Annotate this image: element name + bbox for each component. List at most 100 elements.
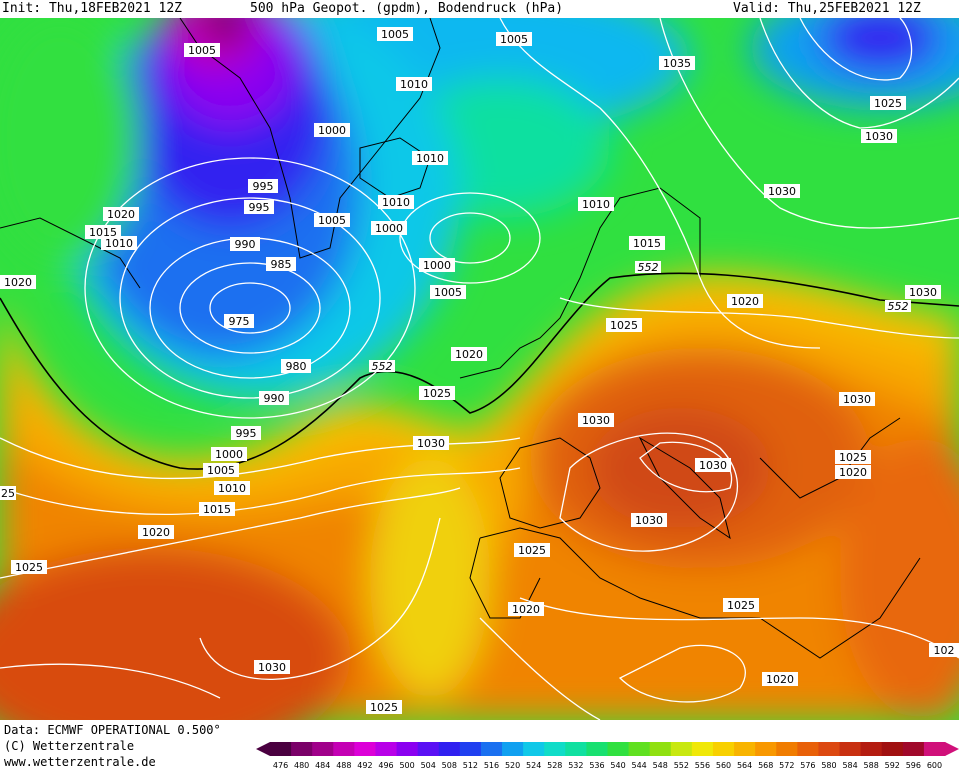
scale-swatch	[776, 742, 798, 756]
svg-text:1030: 1030	[699, 459, 727, 472]
svg-text:25: 25	[1, 487, 15, 500]
svg-text:1005: 1005	[434, 286, 462, 299]
svg-text:1000: 1000	[318, 124, 346, 137]
valid-time: Valid: Thu,25FEB2021 12Z	[733, 1, 921, 16]
svg-text:1025: 1025	[15, 561, 43, 574]
weather-map: 1005 1005 1005 1035 1010 1000 1010 995 9…	[0, 18, 959, 720]
scale-swatch	[375, 742, 398, 756]
pressure-label: 1015	[85, 225, 121, 239]
scale-tick-label: 480	[294, 761, 309, 770]
geopotential-label: 552	[369, 360, 395, 373]
svg-text:1005: 1005	[188, 44, 216, 57]
svg-text:995: 995	[249, 201, 270, 214]
svg-text:995: 995	[236, 427, 257, 440]
pressure-label: 1025	[606, 318, 642, 332]
scale-tick-label: 532	[568, 761, 583, 770]
svg-text:1000: 1000	[423, 259, 451, 272]
pressure-label: 985	[266, 257, 296, 271]
scale-swatch	[818, 742, 841, 756]
pressure-label: 1030	[839, 392, 875, 406]
scale-tick-label: 592	[885, 761, 900, 770]
svg-text:1020: 1020	[839, 466, 867, 479]
scale-swatch	[628, 742, 651, 756]
pressure-label: 1010	[214, 481, 250, 495]
geopotential-label: 552	[635, 261, 661, 274]
svg-text:1010: 1010	[416, 152, 444, 165]
pressure-label: 1030	[861, 129, 897, 143]
pressure-label: 1025	[419, 386, 455, 400]
scale-tick-label: 552	[674, 761, 689, 770]
scale-swatch	[712, 742, 735, 756]
pressure-label: 1020	[103, 207, 139, 221]
svg-text:1015: 1015	[89, 226, 117, 239]
geopotential-field	[0, 18, 959, 720]
scale-tick-label: 548	[653, 761, 668, 770]
svg-text:1010: 1010	[218, 482, 246, 495]
pressure-label: 1010	[378, 195, 414, 209]
scale-tick-label: 508	[442, 761, 457, 770]
scale-swatch	[354, 742, 376, 756]
scale-tick-label: 484	[315, 761, 330, 770]
header-bar: Init: Thu,18FEB2021 12Z 500 hPa Geopot. …	[0, 0, 959, 18]
scale-arrow-left	[256, 742, 270, 756]
pressure-label: 1010	[578, 197, 614, 211]
isobars	[0, 18, 959, 720]
scale-swatch	[755, 742, 777, 756]
pressure-label: 1020	[727, 294, 763, 308]
svg-text:1010: 1010	[582, 198, 610, 211]
pressure-label: 1025	[514, 543, 550, 557]
pressure-label: 25	[0, 486, 16, 500]
svg-text:975: 975	[229, 315, 250, 328]
scale-swatch	[902, 742, 925, 756]
pressure-label: 1025	[870, 96, 906, 110]
svg-text:552: 552	[638, 261, 659, 274]
svg-text:1030: 1030	[909, 286, 937, 299]
svg-text:1030: 1030	[258, 661, 286, 674]
pressure-label: 1020	[508, 602, 544, 616]
svg-text:1000: 1000	[375, 222, 403, 235]
pressure-label: 1025	[835, 450, 871, 464]
svg-text:1020: 1020	[512, 603, 540, 616]
svg-text:1030: 1030	[582, 414, 610, 427]
scale-swatch	[839, 742, 862, 756]
svg-text:1025: 1025	[610, 319, 638, 332]
pressure-label: 1005	[314, 213, 350, 227]
scale-tick-label: 560	[716, 761, 731, 770]
scale-swatch	[459, 742, 482, 756]
scale-tick-label: 556	[695, 761, 710, 770]
svg-text:1020: 1020	[766, 673, 794, 686]
pressure-label: 1030	[764, 184, 800, 198]
scale-tick-label: 544	[632, 761, 647, 770]
color-scale-legend: 476 480 484 488 492 496 500 504 508 512 516 520 524 5…	[256, 742, 959, 770]
svg-text:1035: 1035	[663, 57, 691, 70]
svg-text:1025: 1025	[370, 701, 398, 714]
copyright: (C) Wetterzentrale	[4, 739, 135, 753]
svg-text:1020: 1020	[4, 276, 32, 289]
svg-text:1030: 1030	[417, 437, 445, 450]
svg-text:1020: 1020	[731, 295, 759, 308]
svg-text:102: 102	[934, 644, 955, 657]
svg-text:1005: 1005	[500, 33, 528, 46]
pressure-label: 1030	[695, 458, 731, 472]
scale-tick-label: 588	[864, 761, 879, 770]
scale-swatch	[649, 742, 672, 756]
svg-text:1010: 1010	[382, 196, 410, 209]
svg-text:1030: 1030	[843, 393, 871, 406]
scale-swatch	[881, 742, 904, 756]
map-title: 500 hPa Geopot. (gpdm), Bodendruck (hPa)	[250, 1, 564, 16]
svg-text:1030: 1030	[865, 130, 893, 143]
scale-tick-label: 596	[906, 761, 921, 770]
svg-text:1025: 1025	[874, 97, 902, 110]
svg-text:995: 995	[253, 180, 274, 193]
scale-swatch	[860, 742, 883, 756]
pressure-label: 1030	[578, 413, 614, 427]
pressure-label: 1005	[203, 463, 239, 477]
pressure-label: 1015	[199, 502, 235, 516]
scale-swatch	[480, 742, 503, 756]
pressure-label: 1035	[659, 56, 695, 70]
scale-tick-label: 488	[336, 761, 351, 770]
scale-swatch	[438, 742, 461, 756]
pressure-label: 995	[248, 179, 278, 193]
scale-swatch	[586, 742, 608, 756]
scale-swatch	[691, 742, 714, 756]
